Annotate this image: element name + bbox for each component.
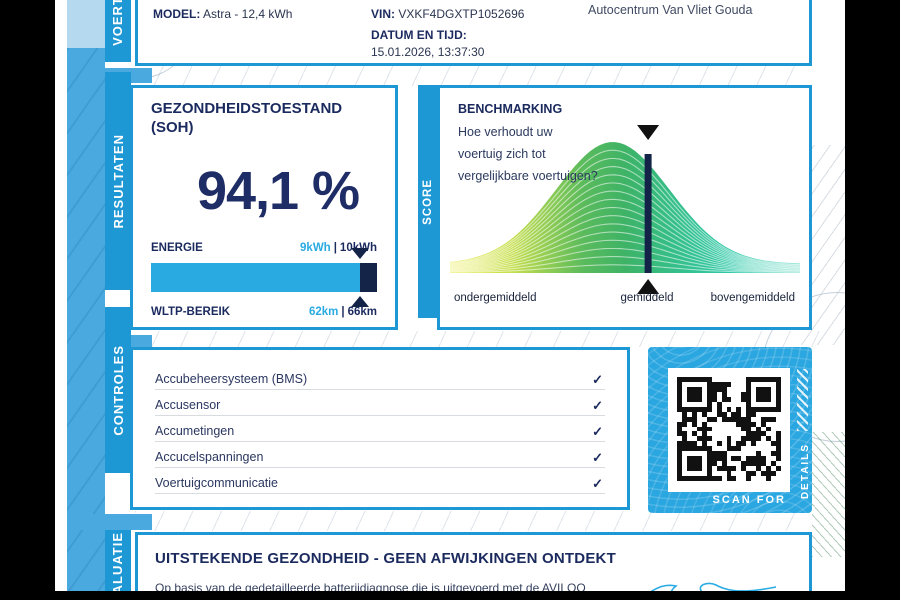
benchmark-axis-labels: ondergemiddeld gemiddeld bovengemiddeld — [454, 292, 795, 304]
sidebar-tab-controles: CONTROLES — [105, 307, 131, 473]
checkmark-icon: ✓ — [592, 476, 603, 491]
check-label: Accusensor — [155, 398, 221, 412]
check-label: Accubeheersysteem (BMS) — [155, 372, 308, 386]
benchmark-text: BENCHMARKING Hoe verhoudt uw voertuig zi… — [458, 102, 598, 188]
sidebar-tab-evaluatie-label: EVALUATIE — [110, 532, 125, 600]
black-margin-bottom — [0, 591, 900, 600]
wltp-total: 66km — [347, 305, 377, 318]
axis-label-below-average: ondergemiddeld — [454, 292, 537, 304]
dealer-name: Autocentrum Van Vliet Gouda — [588, 3, 753, 17]
soh-progress-fill — [151, 262, 361, 292]
energy-separator: | — [333, 241, 337, 254]
score-label: SCORE — [421, 178, 434, 225]
vin-row: VIN: VXKF4DGXTP1052696 — [371, 7, 524, 21]
vin-label: VIN: — [371, 7, 395, 21]
check-label: Accumetingen — [155, 424, 235, 438]
datetime-value: 15.01.2026, 13:37:30 — [371, 45, 485, 59]
black-margin-left — [0, 0, 55, 600]
sidebar-tab-voertuig-label: VOERTUIG — [110, 0, 125, 46]
check-row-bms: Accubeheersysteem (BMS) ✓ — [155, 364, 605, 390]
check-list: Accubeheersysteem (BMS) ✓ Accusensor ✓ A… — [155, 364, 605, 494]
sidebar-tab-controles-label: CONTROLES — [110, 344, 126, 436]
qr-block: SCAN FOR DETAILS — [648, 347, 812, 513]
sidebar-tab-resultaten-label: RESULTATEN — [110, 133, 126, 229]
wltp-row: WLTP-BEREIK 62km | 66km — [151, 306, 377, 318]
sidebar-connector-bottom — [67, 514, 152, 530]
sidebar-tab-resultaten: RESULTATEN — [105, 72, 131, 290]
evaluation-heading: UITSTEKENDE GEZONDHEID - GEEN AFWIJKINGE… — [155, 550, 616, 567]
soh-title-line1: GEZONDHEIDSTOESTAND — [151, 100, 343, 117]
score-tab: SCORE — [418, 85, 437, 318]
bar-marker-up-icon — [351, 295, 370, 307]
wltp-current: 62km — [308, 305, 339, 318]
soh-value: 94,1 % — [196, 160, 360, 221]
chevron-hatch-icon — [797, 369, 808, 431]
wltp-label: WLTP-BEREIK — [151, 305, 231, 318]
sidebar-pale-block — [67, 0, 105, 48]
datetime-label: DATUM EN TIJD: — [371, 28, 467, 42]
qr-scan-text: SCAN FOR — [712, 494, 786, 506]
black-margin-right — [845, 0, 900, 600]
sidebar-striped-column — [67, 48, 105, 600]
wltp-separator: | — [341, 305, 345, 318]
benchmark-panel: BENCHMARKING Hoe verhoudt uw voertuig zi… — [437, 85, 812, 330]
check-row-communicatie: Voertuigcommunicatie ✓ — [155, 468, 605, 494]
energy-row: ENERGIE 9kWh | 10kWh — [151, 242, 377, 254]
checkmark-icon: ✓ — [592, 450, 603, 465]
model-label: MODEL: — [153, 7, 201, 21]
axis-label-above-average: bovengemiddeld — [710, 292, 795, 304]
benchmark-subtitle: Hoe verhoudt uw voertuig zich tot vergel… — [458, 122, 598, 188]
checkmark-icon: ✓ — [592, 398, 603, 413]
bar-marker-down-icon — [351, 247, 370, 259]
benchmark-subtitle-line1: Hoe verhoudt uw — [458, 125, 553, 139]
model-value: Astra - 12,4 kWh — [203, 7, 293, 21]
vin-value: VXKF4DGXTP1052696 — [398, 7, 525, 21]
checkmark-icon: ✓ — [592, 372, 603, 387]
evaluation-panel: UITSTEKENDE GEZONDHEID - GEEN AFWIJKINGE… — [135, 532, 812, 600]
check-row-sensor: Accusensor ✓ — [155, 390, 605, 416]
axis-label-average: gemiddeld — [620, 292, 674, 304]
check-row-metingen: Accumetingen ✓ — [155, 416, 605, 442]
energy-label: ENERGIE — [151, 241, 203, 254]
benchmark-curve-chart — [450, 125, 800, 294]
checkmark-icon: ✓ — [592, 424, 603, 439]
qr-details-label: DETAILS — [800, 442, 811, 500]
benchmark-subtitle-line2: voertuig zich tot — [458, 146, 546, 161]
energy-current: 9kWh — [300, 241, 331, 254]
sidebar-tab-evaluatie: EVALUATIE — [105, 530, 131, 600]
vehicle-panel: MODEL: Astra - 12,4 kWh VIN: VXKF4DGXTP1… — [135, 0, 812, 66]
qr-modules — [677, 377, 781, 481]
check-row-celspanningen: Accucelspanningen ✓ — [155, 442, 605, 468]
check-label: Accucelspanningen — [155, 450, 264, 464]
check-label: Voertuigcommunicatie — [155, 476, 278, 490]
qr-details-text: DETAILS — [800, 433, 811, 509]
benchmark-subtitle-line3: vergelijkbare voertuigen? — [458, 168, 598, 183]
benchmark-heading: BENCHMARKING — [458, 102, 563, 116]
soh-title: GEZONDHEIDSTOESTAND (SOH) — [151, 100, 377, 138]
controles-panel: Accubeheersysteem (BMS) ✓ Accusensor ✓ A… — [130, 347, 630, 510]
model-row: MODEL: Astra - 12,4 kWh — [153, 7, 292, 21]
qr-code — [668, 368, 790, 492]
soh-title-line2: (SOH) — [151, 118, 194, 136]
sidebar-tab-voertuig: VOERTUIG — [105, 0, 131, 62]
wltp-value: 62km | 66km — [309, 306, 377, 318]
soh-progress-bar — [151, 247, 377, 307]
soh-panel: GEZONDHEIDSTOESTAND (SOH) 94,1 % ENERGIE… — [130, 85, 398, 330]
